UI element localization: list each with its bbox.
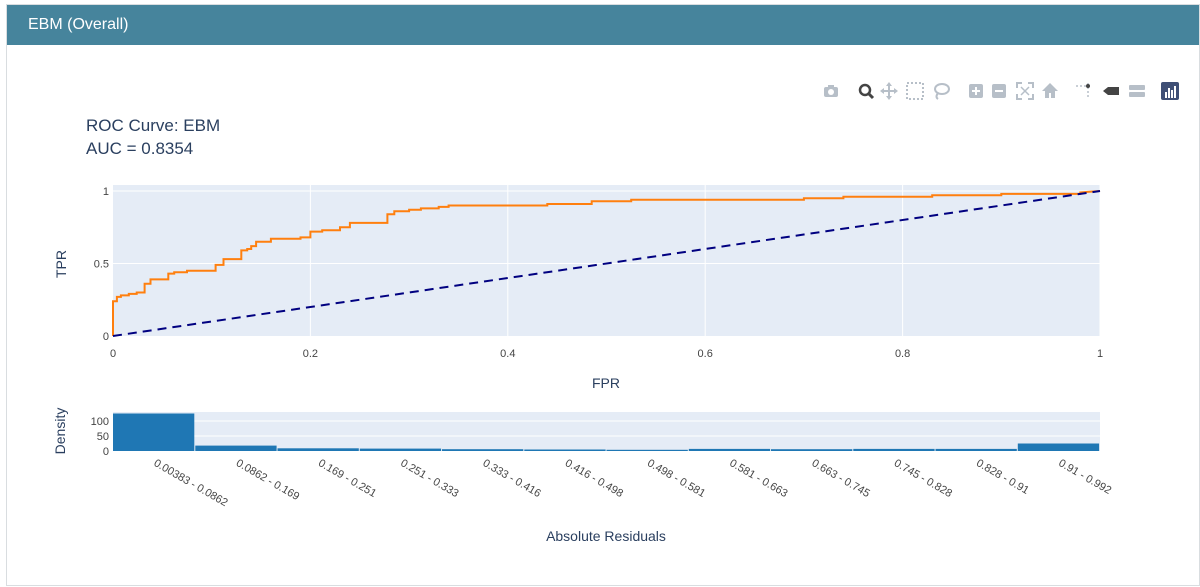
residuals-histogram[interactable]: 0 50 100 0.00383 - 0.0862 0.0862 - 0.169 0.1… bbox=[52, 408, 1113, 544]
camera-icon[interactable] bbox=[822, 82, 840, 100]
hist-y-tick-label: 0 bbox=[103, 446, 109, 458]
hist-bar[interactable] bbox=[113, 413, 195, 452]
hist-x-tick-label: 0.333 - 0.416 bbox=[481, 457, 543, 500]
home-icon[interactable] bbox=[1041, 82, 1059, 100]
hist-x-tick-label: 0.0862 - 0.169 bbox=[234, 457, 301, 503]
hist-x-tick-label: 0.169 - 0.251 bbox=[316, 457, 378, 500]
lasso-select-icon[interactable] bbox=[932, 82, 950, 100]
hist-y-ticks: 0 50 100 bbox=[91, 416, 109, 458]
hover-compare-icon[interactable] bbox=[1128, 82, 1146, 100]
roc-x-ticks: 0 0.2 0.4 0.6 0.8 1 bbox=[110, 348, 1103, 360]
hist-bar[interactable] bbox=[277, 448, 359, 451]
chart-title: ROC Curve: EBM bbox=[86, 116, 220, 135]
hist-bar[interactable] bbox=[442, 449, 524, 451]
roc-plot-area[interactable] bbox=[113, 185, 1100, 336]
x-tick-label: 0 bbox=[110, 348, 116, 360]
box-select-icon[interactable] bbox=[906, 82, 924, 100]
panel-title: EBM (Overall) bbox=[28, 16, 129, 33]
plotly-logo-icon[interactable] bbox=[1161, 82, 1179, 100]
hist-bar[interactable] bbox=[771, 449, 853, 451]
hist-bar[interactable] bbox=[935, 448, 1017, 451]
roc-series bbox=[112, 190, 1101, 337]
hist-x-tick-label: 0.498 - 0.581 bbox=[645, 457, 707, 500]
hist-bar[interactable] bbox=[524, 449, 606, 452]
hist-x-tick-label: 0.581 - 0.663 bbox=[727, 457, 789, 500]
y-axis-title: TPR bbox=[53, 250, 69, 278]
hist-x-tick-label: 0.828 - 0.91 bbox=[974, 457, 1031, 497]
hist-y-axis-title: Density bbox=[52, 408, 68, 455]
hist-bar[interactable] bbox=[359, 448, 442, 451]
hist-x-tick-label: 0.251 - 0.333 bbox=[398, 457, 460, 500]
hist-x-tick-label: 0.663 - 0.745 bbox=[810, 457, 872, 500]
x-tick-label: 0.4 bbox=[500, 348, 515, 360]
chart-subtitle-auc: AUC = 0.8354 bbox=[86, 139, 193, 158]
hist-bar[interactable] bbox=[688, 448, 771, 451]
zoom-in-icon[interactable] bbox=[967, 82, 985, 100]
hist-bar[interactable] bbox=[1017, 443, 1100, 452]
hist-bar[interactable] bbox=[853, 448, 935, 451]
spike-lines-icon[interactable] bbox=[1075, 82, 1093, 100]
modebar bbox=[822, 82, 1179, 100]
x-tick-label: 0.6 bbox=[698, 348, 713, 360]
hist-bars bbox=[113, 413, 1100, 452]
panel-header: EBM (Overall) bbox=[7, 5, 1199, 45]
hover-closest-icon[interactable] bbox=[1103, 82, 1121, 100]
x-tick-label: 1 bbox=[1097, 348, 1103, 360]
hist-bar[interactable] bbox=[606, 449, 688, 451]
hist-gridlines bbox=[113, 420, 1100, 437]
zoom-icon[interactable] bbox=[857, 82, 875, 100]
baseline-diagonal-line bbox=[112, 190, 1101, 337]
roc-curve-line bbox=[112, 190, 1101, 336]
pan-icon[interactable] bbox=[880, 82, 898, 100]
hist-bar[interactable] bbox=[195, 445, 277, 451]
hist-plot-area[interactable] bbox=[113, 412, 1100, 451]
hist-y-tick-label: 50 bbox=[97, 431, 109, 443]
hist-x-tick-label: 0.00383 - 0.0862 bbox=[152, 457, 230, 509]
x-tick-label: 0.8 bbox=[895, 348, 910, 360]
hist-x-tick-label: 0.416 - 0.498 bbox=[563, 457, 625, 500]
y-tick-label: 0.5 bbox=[94, 259, 109, 271]
hist-x-ticks: 0.00383 - 0.0862 0.0862 - 0.169 0.169 - 0.… bbox=[152, 457, 1114, 509]
roc-chart[interactable]: ROC Curve: EBM AUC = 0.8354 0 0.2 0.4 0.6 0.… bbox=[53, 116, 1103, 391]
hist-x-tick-label: 0.91 - 0.992 bbox=[1056, 457, 1113, 497]
hist-x-tick-label: 0.745 - 0.828 bbox=[892, 457, 954, 500]
hist-y-tick-label: 100 bbox=[91, 416, 109, 428]
x-tick-label: 0.2 bbox=[303, 348, 318, 360]
roc-y-ticks: 00.51 bbox=[94, 186, 109, 343]
hist-x-axis-title: Absolute Residuals bbox=[546, 528, 666, 544]
x-axis-title: FPR bbox=[592, 375, 620, 391]
y-tick-label: 1 bbox=[103, 186, 109, 198]
y-tick-label: 0 bbox=[103, 331, 109, 343]
autoscale-icon[interactable] bbox=[1016, 82, 1034, 100]
zoom-out-icon[interactable] bbox=[990, 82, 1008, 100]
